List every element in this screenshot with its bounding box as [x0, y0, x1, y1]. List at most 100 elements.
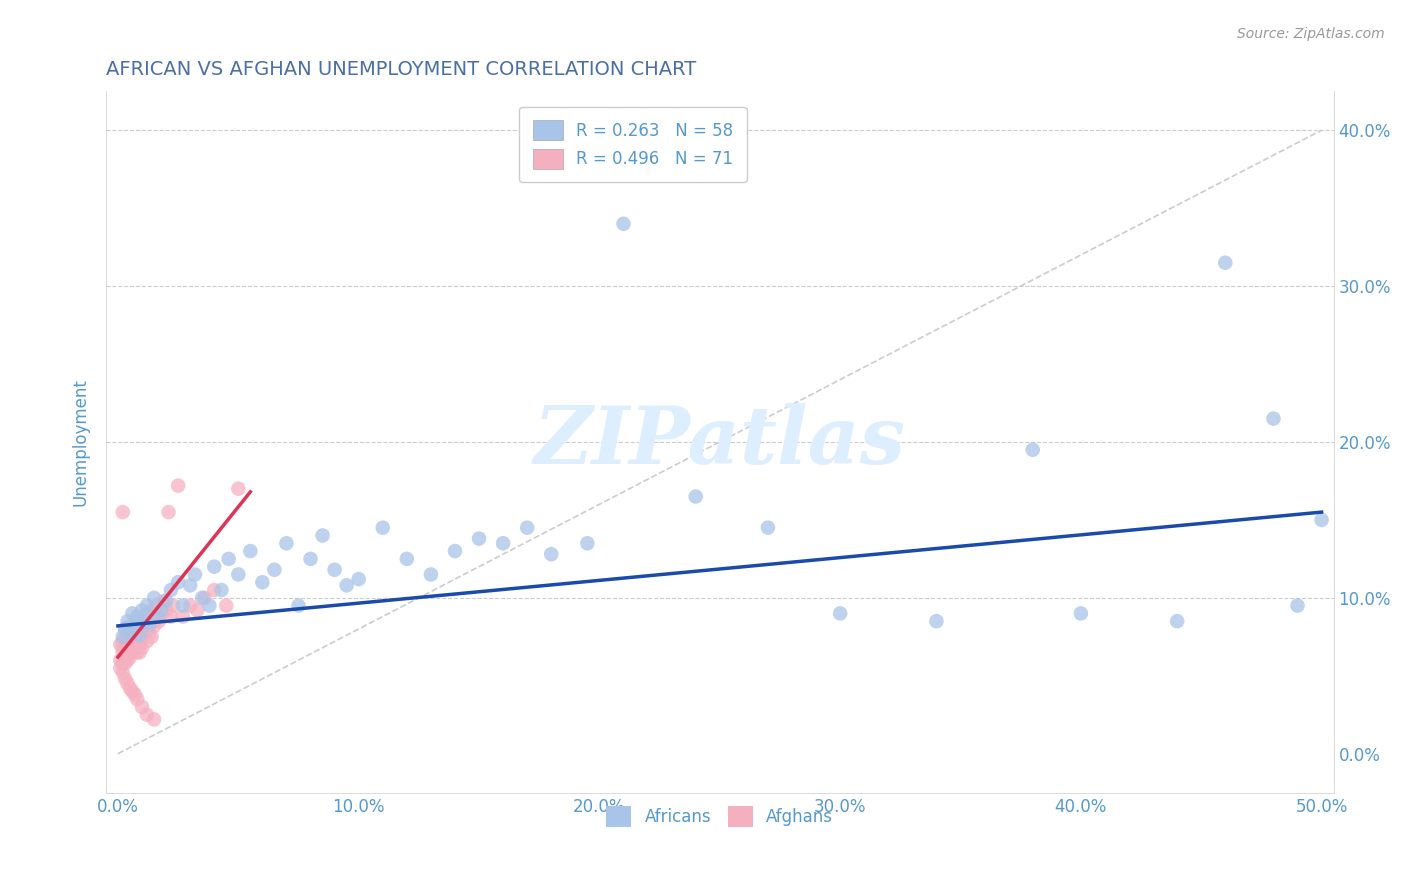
Point	[135, 599, 157, 613]
Point	[128, 645, 150, 659]
Point	[194, 591, 217, 605]
Point	[444, 544, 467, 558]
Point	[150, 607, 173, 621]
Point	[127, 609, 149, 624]
Point	[299, 552, 322, 566]
Point	[111, 630, 134, 644]
Point	[830, 607, 852, 621]
Point	[111, 665, 134, 680]
Point	[124, 640, 146, 655]
Point	[111, 657, 134, 671]
Point	[124, 619, 146, 633]
Point	[121, 638, 143, 652]
Point	[145, 609, 167, 624]
Point	[111, 640, 134, 655]
Point	[117, 676, 139, 690]
Point	[276, 536, 298, 550]
Point	[186, 603, 208, 617]
Point	[127, 692, 149, 706]
Point	[111, 634, 134, 648]
Point	[145, 599, 167, 613]
Point	[218, 552, 240, 566]
Point	[167, 478, 190, 492]
Point	[172, 599, 194, 613]
Point	[252, 575, 274, 590]
Point	[492, 536, 515, 550]
Point	[202, 582, 225, 597]
Point	[540, 547, 562, 561]
Point	[124, 622, 146, 636]
Point	[131, 603, 153, 617]
Point	[612, 217, 634, 231]
Point	[124, 634, 146, 648]
Point	[118, 630, 141, 644]
Text: ZIPatlas: ZIPatlas	[534, 403, 905, 481]
Point	[239, 544, 262, 558]
Point	[215, 599, 238, 613]
Point	[118, 640, 141, 655]
Point	[1166, 614, 1188, 628]
Point	[184, 567, 207, 582]
Point	[114, 622, 136, 636]
Point	[323, 563, 346, 577]
Point	[516, 521, 538, 535]
Point	[131, 630, 153, 644]
Point	[172, 609, 194, 624]
Point	[135, 634, 157, 648]
Point	[685, 490, 707, 504]
Point	[179, 599, 201, 613]
Point	[131, 622, 153, 636]
Point	[134, 625, 156, 640]
Point	[167, 575, 190, 590]
Point	[110, 661, 132, 675]
Point	[160, 582, 183, 597]
Text: AFRICAN VS AFGHAN UNEMPLOYMENT CORRELATION CHART: AFRICAN VS AFGHAN UNEMPLOYMENT CORRELATI…	[105, 60, 696, 78]
Point	[311, 528, 333, 542]
Point	[576, 536, 599, 550]
Point	[162, 599, 184, 613]
Point	[135, 707, 157, 722]
Point	[148, 614, 170, 628]
Point	[131, 640, 153, 655]
Point	[756, 521, 779, 535]
Point	[1070, 607, 1092, 621]
Point	[135, 607, 157, 621]
Point	[131, 700, 153, 714]
Point	[141, 603, 163, 617]
Point	[117, 653, 139, 667]
Point	[211, 582, 233, 597]
Point	[111, 645, 134, 659]
Point	[134, 614, 156, 628]
Point	[336, 578, 359, 592]
Legend: Africans, Afghans: Africans, Afghans	[599, 800, 839, 833]
Point	[155, 603, 177, 617]
Point	[117, 638, 139, 652]
Point	[468, 532, 491, 546]
Point	[128, 625, 150, 640]
Point	[226, 482, 249, 496]
Point	[127, 630, 149, 644]
Point	[121, 607, 143, 621]
Point	[202, 559, 225, 574]
Point	[179, 578, 201, 592]
Point	[110, 638, 132, 652]
Point	[111, 505, 134, 519]
Point	[128, 638, 150, 652]
Point	[191, 591, 214, 605]
Point	[287, 599, 309, 613]
Point	[198, 599, 221, 613]
Point	[141, 630, 163, 644]
Point	[157, 505, 180, 519]
Point	[118, 681, 141, 696]
Point	[117, 625, 139, 640]
Point	[371, 521, 394, 535]
Point	[143, 609, 166, 624]
Point	[143, 591, 166, 605]
Point	[138, 619, 160, 633]
Point	[124, 688, 146, 702]
Point	[118, 619, 141, 633]
Point	[121, 625, 143, 640]
Text: Source: ZipAtlas.com: Source: ZipAtlas.com	[1237, 27, 1385, 41]
Point	[134, 614, 156, 628]
Point	[121, 684, 143, 698]
